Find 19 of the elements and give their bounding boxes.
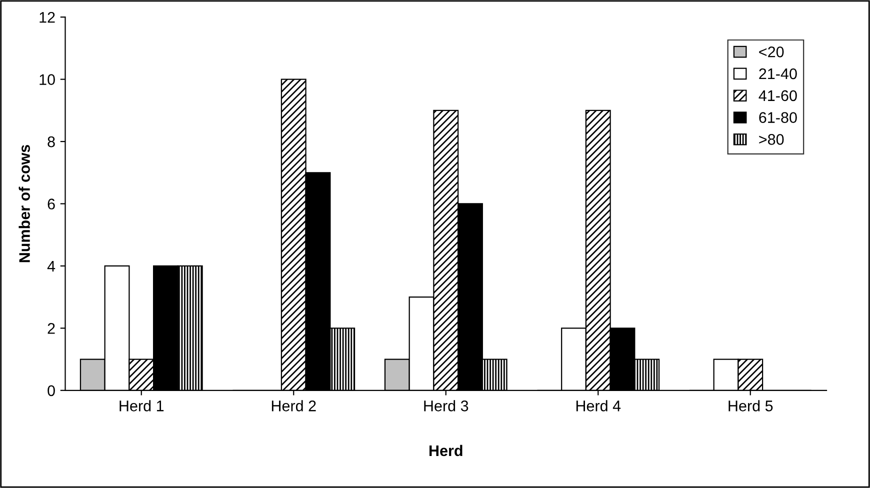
y-tick-label: 2 (48, 323, 55, 334)
x-tick-label: Herd 2 (272, 400, 316, 412)
y-tick-label: 12 (40, 12, 55, 23)
x-tick-label: Herd 5 (728, 400, 773, 412)
y-tick-label: 10 (40, 74, 55, 85)
y-axis-title: Number of cows (18, 144, 30, 262)
y-tick-label: 0 (48, 385, 55, 396)
legend-label: >80 (759, 134, 784, 145)
x-tick-label: Herd 3 (424, 400, 468, 412)
legend-label: 41-60 (758, 90, 797, 102)
legend-label: 21-40 (759, 68, 797, 80)
x-axis-title: Herd (429, 444, 462, 456)
x-tick-label: Herd 1 (120, 400, 164, 412)
legend-label: <20 (759, 46, 784, 58)
y-tick-label: 4 (47, 260, 56, 272)
y-tick-label: 8 (48, 136, 55, 148)
y-tick-label: 6 (48, 198, 55, 210)
legend-label: 61-80 (759, 112, 797, 123)
x-tick-label: Herd 4 (576, 400, 621, 412)
